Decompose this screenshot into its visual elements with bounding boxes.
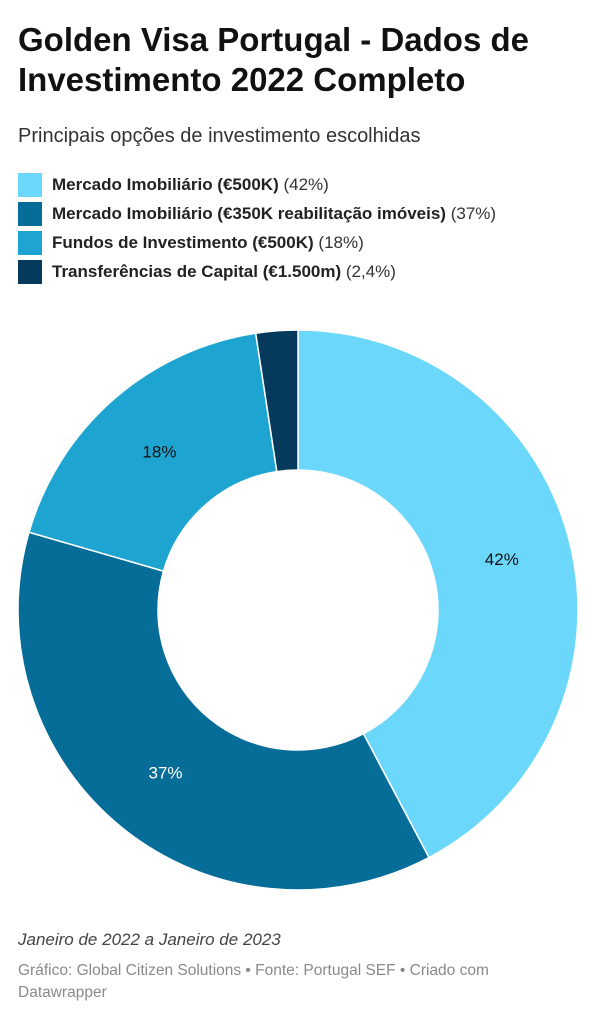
legend-item: Mercado Imobiliário (€500K) (42%) [18,170,588,199]
chart-subtitle: Principais opções de investimento escolh… [18,125,421,147]
legend-percentage: (18%) [318,232,364,252]
chart-legend: Mercado Imobiliário (€500K) (42%) Mercad… [18,170,588,286]
chart-title: Golden Visa Portugal - Dados de Investim… [18,21,529,98]
donut-slice [17,531,430,891]
legend-percentage: (37%) [450,203,497,223]
legend-text: Mercado Imobiliário (€500K) (42%) [52,174,329,196]
legend-swatch [18,172,42,197]
legend-text: Fundos de Investimento (€500K) (18%) [52,232,364,254]
donut-chart-svg: 42% 37% 18% [17,329,579,891]
legend-swatch [18,230,42,255]
legend-percentage: (42%) [283,174,329,194]
donut-slice [297,329,579,859]
legend-label: Transferências de Capital (€1.500m) [52,261,342,281]
legend-text: Transferências de Capital (€1.500m) (2,4… [52,261,396,283]
donut-slice [254,329,299,473]
legend-percentage: (2,4%) [345,261,396,281]
legend-swatch [18,259,42,284]
slice-data-label: 42% [485,550,519,569]
legend-item: Mercado Imobiliário (€350K reabilitação … [18,199,588,228]
legend-label: Mercado Imobiliário (€500K) [52,174,279,194]
donut-chart: 42% 37% 18% [0,320,596,910]
legend-swatch [18,201,42,226]
legend-item: Transferências de Capital (€1.500m) (2,4… [18,257,588,286]
slice-data-label: 37% [149,763,183,782]
date-range-note: Janeiro de 2022 a Janeiro de 2023 [18,930,281,949]
legend-label: Mercado Imobiliário (€350K reabilitação … [52,203,446,223]
legend-item: Fundos de Investimento (€500K) (18%) [18,228,588,257]
legend-text: Mercado Imobiliário (€350K reabilitação … [52,203,496,225]
source-credit: Gráfico: Global Citizen Solutions • Font… [18,962,489,1001]
slice-data-label: 18% [142,443,176,462]
legend-label: Fundos de Investimento (€500K) [52,232,314,252]
donut-slice [28,332,278,573]
